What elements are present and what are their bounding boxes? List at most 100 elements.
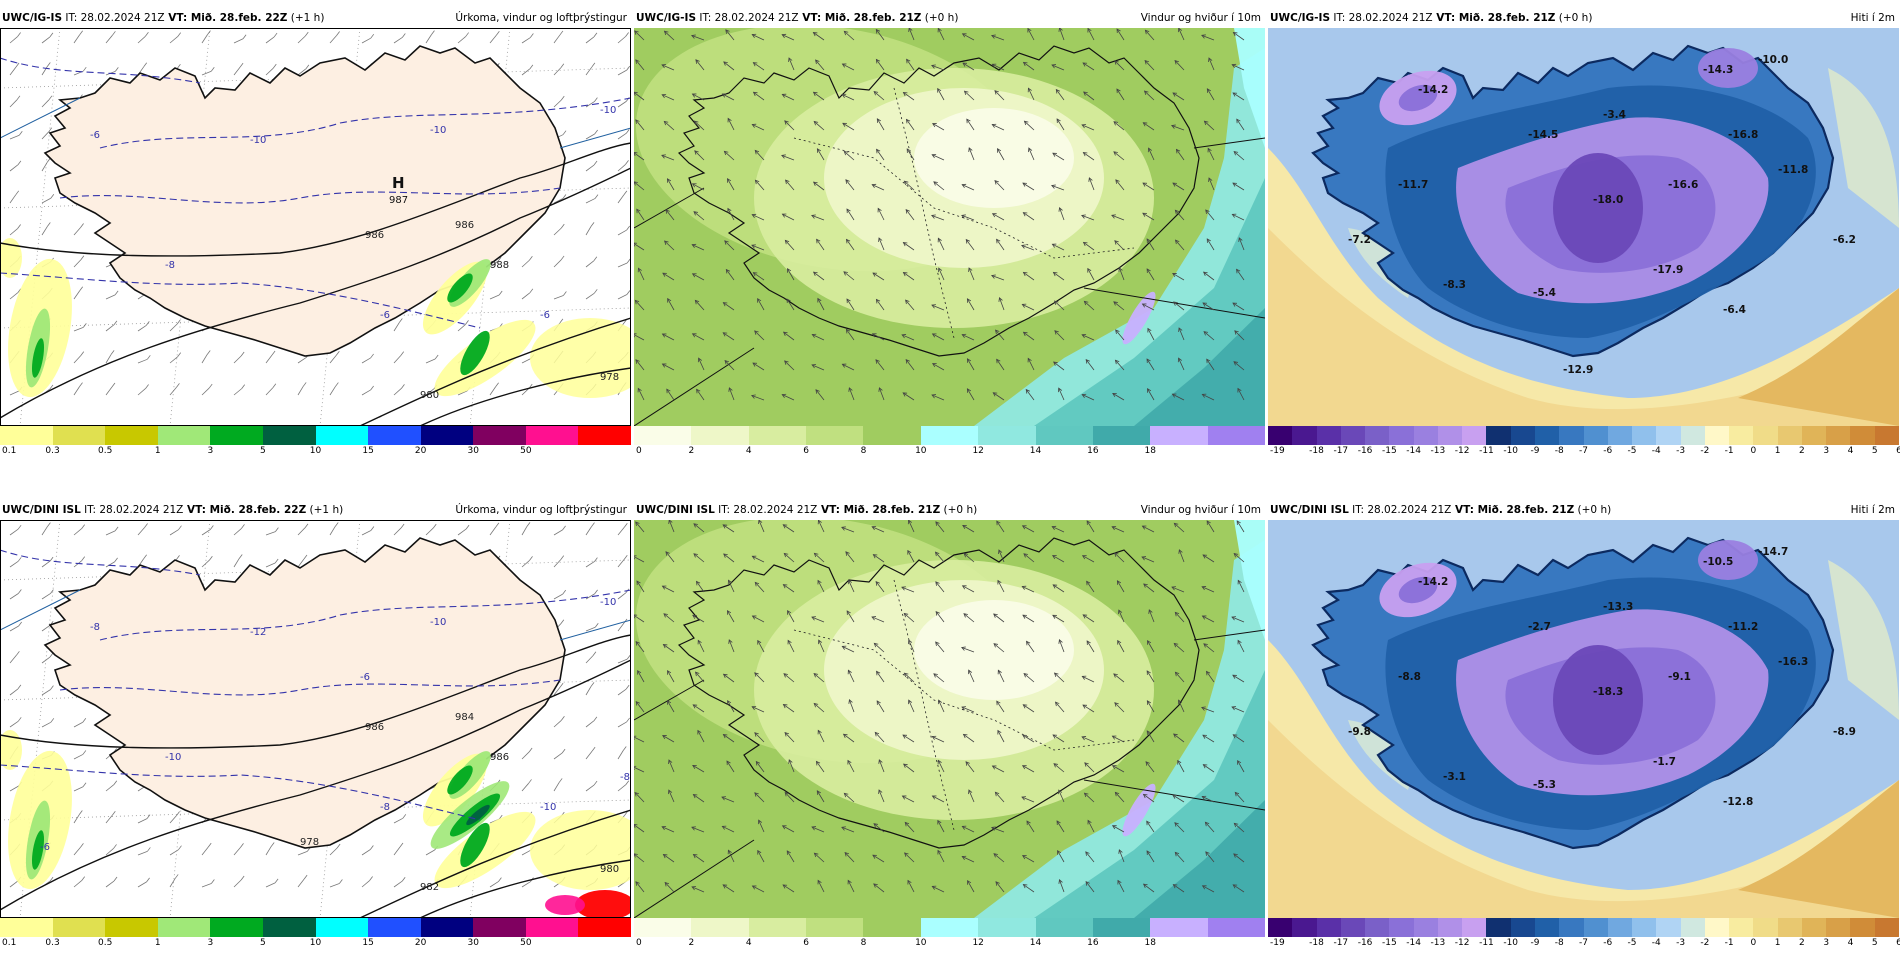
lead-time: (+1 h)	[287, 12, 325, 24]
isotherm-label: -10	[165, 752, 181, 763]
colorbar-swatch	[1656, 918, 1682, 937]
temperature-label: -7.2	[1348, 234, 1371, 246]
colorbar-swatch	[1826, 918, 1851, 937]
colorbar-tick: 30	[467, 446, 479, 456]
temperature-labels: -14.2 -14.3 -10.0 -14.5 -3.4 -16.8 -11.7 -18.0 -…	[1348, 54, 1856, 376]
temperature-label: -10.5	[1703, 556, 1733, 568]
colorbar-swatch	[368, 918, 422, 937]
isotherm-label: -6	[540, 310, 550, 321]
isobar-label: 980	[600, 864, 619, 875]
colorbar-swatch	[315, 918, 369, 937]
colorbar-swatch	[806, 426, 864, 445]
isobar-label: 980	[420, 390, 439, 401]
forecast-panel-dini-wind: UWC/DINI ISL IT: 28.02.2024 21Z VT: Mið.…	[634, 500, 1266, 965]
colorbar-swatch	[1656, 426, 1682, 445]
panel-header: UWC/IG-IS IT: 28.02.2024 21Z VT: Mið. 28…	[634, 8, 1265, 28]
it-label: IT:	[696, 12, 715, 24]
valid-time: VT: Mið. 28.feb. 22Z	[183, 504, 307, 516]
colorbar-tick: -18	[1309, 446, 1324, 456]
colorbar-tick: -8	[1554, 446, 1564, 456]
temperature-label: -8.9	[1833, 726, 1856, 738]
colorbar-tick: -14	[1406, 446, 1421, 456]
colorbar-tick: -4	[1651, 938, 1661, 948]
isotherms	[0, 57, 631, 329]
colorbar-tick: 6	[1896, 446, 1900, 456]
colorbar-tick: 6	[803, 938, 809, 948]
isotherm-label: -6	[380, 310, 390, 321]
map-temp[interactable]: -14.2 -14.3 -10.0 -14.5 -3.4 -16.8 -11.7 -18.0 -…	[1268, 28, 1899, 426]
colorbar-swatch	[1704, 426, 1730, 445]
colorbar-swatch	[1207, 918, 1266, 937]
colorbar-tick: 3	[207, 446, 214, 456]
temperature-label: -14.7	[1758, 546, 1788, 558]
temperature-label: -14.2	[1418, 84, 1448, 96]
colorbar	[634, 918, 1266, 937]
isotherm-label: -10	[540, 802, 556, 813]
colorbar-swatch	[978, 918, 1037, 937]
map-precip[interactable]: 986 986 984 982 980 978 -12 -10 -10 -10 -10 -8 -8 -6 -…	[0, 520, 631, 918]
colorbar-swatch	[634, 426, 692, 445]
isotherm-label: -6	[40, 842, 50, 853]
initial-time: 28.02.2024 21Z	[1348, 12, 1433, 24]
map-precip[interactable]: 986 988 986 980 978 -10 -10 -10 -8 -6 -6 -6 H 987	[0, 28, 631, 426]
colorbar-swatch	[1486, 918, 1512, 937]
lead-time: (+0 h)	[921, 12, 959, 24]
colorbar-swatch	[262, 426, 316, 445]
run-info: UWC/DINI ISL IT: 28.02.2024 21Z VT: Mið.…	[636, 500, 977, 520]
colorbar-tick: -12	[1454, 446, 1470, 456]
panel-header: UWC/DINI ISL IT: 28.02.2024 21Z VT: Mið.…	[0, 500, 631, 520]
colorbar-swatch	[1292, 426, 1318, 445]
temperature-label: -8.3	[1443, 279, 1466, 291]
colorbar-swatch	[1583, 918, 1609, 937]
colorbar-tick: 0.1	[2, 446, 17, 456]
colorbar-swatch	[262, 918, 316, 937]
colorbar-swatch	[420, 426, 474, 445]
sea-temperature-field	[1268, 560, 1899, 918]
colorbar-tick: -5	[1627, 938, 1637, 948]
colorbar-tick: -17	[1333, 446, 1349, 456]
colorbar-tick: -16	[1357, 446, 1373, 456]
colorbar-swatch	[1389, 426, 1415, 445]
colorbar-tick: 1	[1774, 446, 1781, 456]
colorbar-swatch	[1632, 918, 1657, 937]
temperature-label: -18.3	[1593, 686, 1623, 698]
forecast-panel-igis-wind: UWC/IG-IS IT: 28.02.2024 21Z VT: Mið. 28…	[634, 8, 1266, 473]
it-label: IT:	[714, 504, 734, 516]
colorbar-swatch	[1777, 918, 1803, 937]
colorbar-swatch	[1413, 918, 1439, 937]
colorbar-tick: -4	[1651, 446, 1661, 456]
lead-time: (+0 h)	[1555, 12, 1593, 24]
map-temp[interactable]: -14.2 -10.5 -14.7 -2.7 -13.3 -11.2 -8.8 -18.3 -9…	[1268, 520, 1899, 918]
initial-time: 28.02.2024 21Z	[80, 12, 165, 24]
isotherm-label: -10	[600, 597, 616, 608]
isotherm-label: -10	[600, 105, 616, 116]
colorbar-tick: 3	[1823, 938, 1830, 948]
colorbar-swatch	[0, 426, 54, 445]
colorbar-tick: -2	[1700, 446, 1710, 456]
temperature-label: -3.1	[1443, 771, 1466, 783]
colorbar-tick: -10	[1503, 938, 1519, 948]
colorbar-swatch	[1753, 918, 1779, 937]
colorbar-tick: 2	[688, 938, 695, 948]
colorbar-tick: 1	[154, 446, 161, 456]
colorbar-swatch	[1268, 918, 1293, 937]
colorbar-swatch	[1801, 426, 1827, 445]
colorbar-tick: 12	[972, 446, 984, 456]
temperature-label: -17.9	[1653, 264, 1683, 276]
colorbar-tick: -2	[1700, 938, 1710, 948]
panel-header: UWC/DINI ISL IT: 28.02.2024 21Z VT: Mið.…	[1268, 500, 1899, 520]
map-wind[interactable]	[634, 520, 1265, 918]
wind-arrows	[634, 28, 1245, 401]
region-boundaries	[793, 579, 1135, 831]
run-info: UWC/DINI ISL IT: 28.02.2024 21Z VT: Mið.…	[2, 500, 343, 520]
colorbar-tick: 4	[1847, 446, 1854, 456]
temperature-label: -10.0	[1758, 54, 1788, 66]
model-name: UWC/IG-IS	[1270, 12, 1331, 24]
colorbar-swatch	[1389, 918, 1415, 937]
colorbar-tick: -18	[1309, 938, 1324, 948]
colorbar-tick: 2	[1799, 446, 1805, 456]
lead-time: (+0 h)	[1574, 504, 1612, 516]
map-wind[interactable]	[634, 28, 1265, 426]
map-frame-lines	[0, 589, 631, 641]
colorbar-tick: 0.1	[2, 938, 17, 948]
